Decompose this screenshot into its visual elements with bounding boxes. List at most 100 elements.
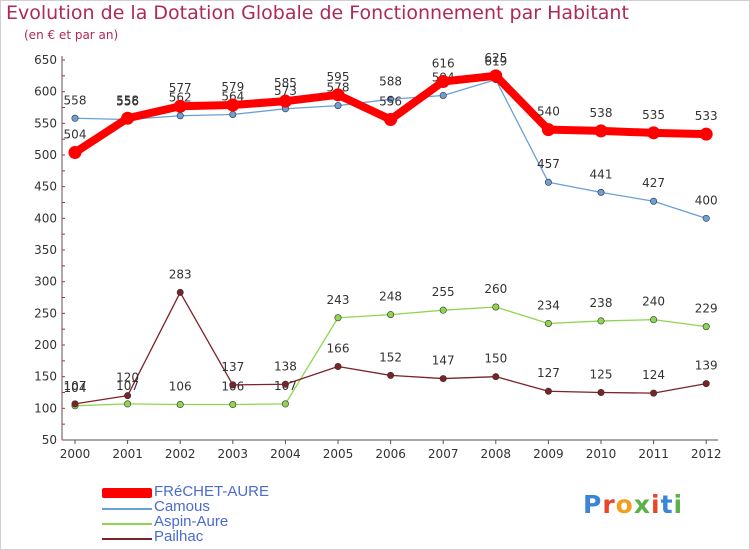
data-label: 504 — [64, 127, 87, 141]
x-tick-label: 2001 — [112, 447, 143, 461]
data-point — [68, 145, 82, 159]
data-label: 120 — [116, 371, 139, 385]
data-point — [334, 363, 342, 371]
y-tick-label: 450 — [34, 180, 57, 194]
data-point — [281, 400, 289, 408]
data-label: 248 — [379, 290, 402, 304]
data-point — [176, 112, 184, 120]
data-point — [594, 124, 608, 138]
data-label: 139 — [695, 359, 718, 373]
data-point — [387, 95, 395, 103]
data-point — [124, 400, 132, 408]
chart-subtitle: (en € et par an) — [24, 28, 119, 42]
data-point — [650, 316, 658, 324]
data-label: 558 — [116, 93, 139, 107]
data-label: 107 — [116, 379, 139, 393]
data-label: 166 — [327, 342, 350, 356]
data-point — [597, 388, 605, 396]
data-point — [71, 114, 79, 122]
data-label: 457 — [537, 157, 560, 171]
data-point — [121, 111, 135, 125]
data-point — [387, 311, 395, 319]
y-tick-label: 550 — [34, 116, 57, 130]
data-point — [439, 91, 447, 99]
y-tick-label: 150 — [34, 370, 57, 384]
data-label: 234 — [537, 298, 560, 312]
data-point — [278, 94, 292, 108]
data-label: 564 — [221, 89, 244, 103]
legend-label-frechet-aure: FRéCHET-AURE — [154, 483, 270, 500]
legend-label-pailhac: Pailhac — [154, 528, 204, 545]
data-point — [436, 75, 450, 89]
legend-swatch-frechet-aure — [102, 488, 152, 498]
data-point — [439, 306, 447, 314]
data-label: 152 — [379, 350, 402, 364]
data-point — [331, 88, 345, 102]
data-label: 400 — [695, 193, 718, 207]
x-tick-label: 2000 — [60, 447, 91, 461]
data-point — [650, 197, 658, 205]
legend-swatch-pailhac — [102, 538, 152, 540]
data-label: 441 — [590, 167, 613, 181]
data-label: 535 — [642, 108, 665, 122]
data-point — [702, 380, 710, 388]
data-point — [124, 392, 132, 400]
data-point — [334, 314, 342, 322]
data-label: 538 — [590, 106, 613, 120]
data-label: 616 — [432, 57, 455, 71]
x-tick-label: 2011 — [638, 447, 669, 461]
y-tick-label: 600 — [34, 85, 57, 99]
data-point — [229, 401, 237, 409]
y-tick-label: 500 — [34, 148, 57, 162]
legend-swatch-aspin-aure — [102, 523, 152, 525]
data-point — [541, 123, 555, 137]
y-tick-label: 100 — [34, 401, 57, 415]
data-label: 150 — [484, 352, 507, 366]
data-label: 260 — [484, 282, 507, 296]
data-label: 585 — [274, 76, 297, 90]
legend-swatch-camous — [102, 508, 152, 510]
data-label: 619 — [484, 55, 507, 69]
x-tick-label: 2012 — [691, 447, 722, 461]
data-label: 588 — [379, 74, 402, 88]
data-point — [229, 381, 237, 389]
legend-label-aspin-aure: Aspin-Aure — [154, 513, 229, 530]
data-point — [281, 380, 289, 388]
data-label: 106 — [169, 380, 192, 394]
data-point — [492, 373, 500, 381]
data-label: 562 — [169, 91, 192, 105]
x-tick-label: 2003 — [218, 447, 249, 461]
data-point — [71, 400, 79, 408]
data-point — [650, 389, 658, 397]
data-point — [544, 387, 552, 395]
y-tick-label: 200 — [34, 338, 57, 352]
data-point — [492, 303, 500, 311]
data-label: 104 — [64, 381, 87, 395]
data-label: 625 — [484, 51, 507, 65]
data-point — [226, 98, 240, 112]
data-label: 137 — [221, 360, 244, 374]
data-label: 124 — [642, 368, 665, 382]
data-point — [647, 126, 661, 140]
data-label: 138 — [274, 359, 297, 373]
data-point — [597, 317, 605, 325]
y-tick-label: 400 — [34, 211, 57, 225]
data-label: 229 — [695, 302, 718, 316]
data-point — [699, 127, 713, 141]
data-label: 579 — [221, 80, 244, 94]
data-label: 240 — [642, 295, 665, 309]
x-tick-label: 2009 — [533, 447, 564, 461]
x-tick-label: 2002 — [165, 447, 196, 461]
proxiti-logo: Proxiti — [583, 490, 684, 519]
data-label: 243 — [327, 293, 350, 307]
data-point — [544, 178, 552, 186]
data-point — [229, 110, 237, 118]
data-point — [173, 99, 187, 113]
x-tick-label: 2010 — [586, 447, 617, 461]
data-point — [334, 102, 342, 110]
data-label: 127 — [537, 366, 560, 380]
data-label: 540 — [537, 105, 560, 119]
data-point — [702, 323, 710, 331]
data-point — [439, 375, 447, 383]
